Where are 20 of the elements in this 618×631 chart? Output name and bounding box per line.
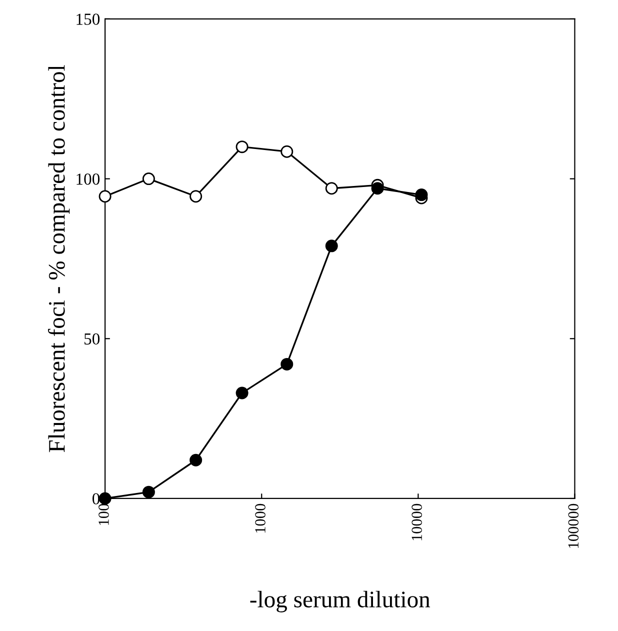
point [236,386,248,400]
y-tick-label: 150 [76,14,100,25]
point [98,190,112,203]
point [236,140,248,154]
point [190,454,202,466]
point [325,240,338,252]
y-tick-label: 50 [84,333,100,345]
point [415,188,428,202]
x-tick-label: 100000 [568,504,579,548]
point [325,182,338,195]
x-axis-title: -log serum dilution [250,590,430,612]
x-tick-label: 1000 [255,504,266,533]
point [280,358,294,370]
y-axis-title: Fluorescent foci - % compared to control [48,65,70,452]
x-tick-label: 10000 [412,504,422,540]
y-tick-label: 0 [92,493,100,504]
point [280,145,294,158]
y-tick-label: 100 [76,173,100,185]
point [190,190,202,203]
point [371,182,384,195]
